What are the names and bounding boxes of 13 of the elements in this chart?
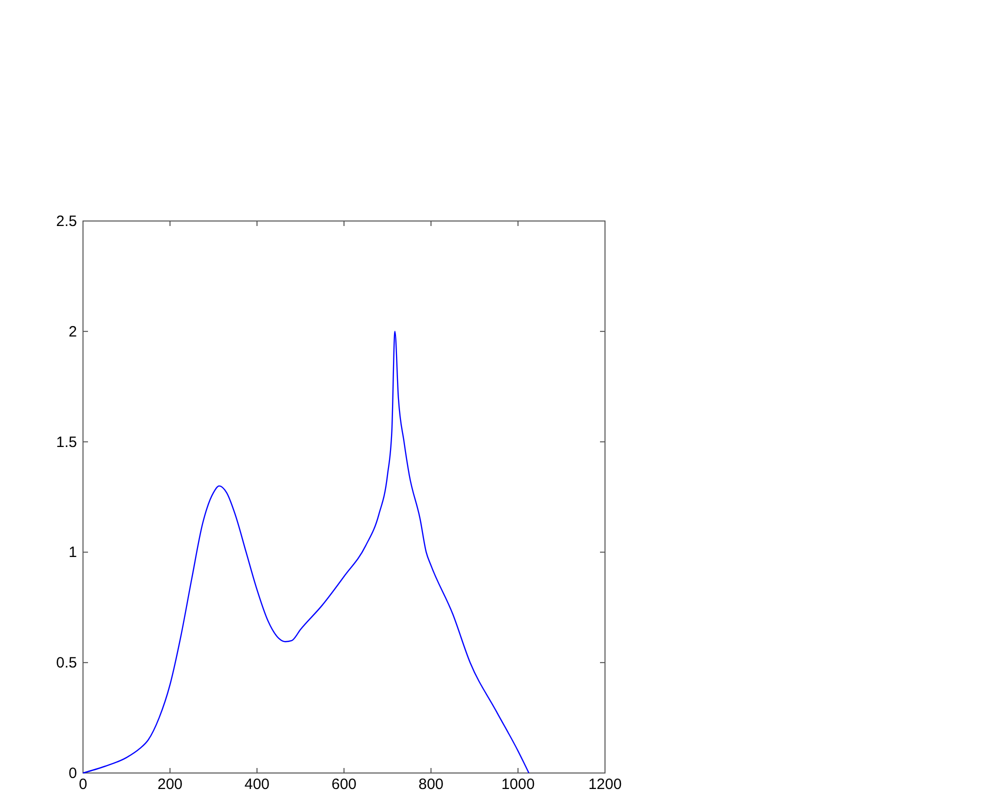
x-tick-label: 600 [331, 776, 357, 793]
x-tick-label: 1200 [588, 776, 622, 793]
x-tick-label: 400 [244, 776, 270, 793]
y-tick-label: 1.5 [56, 434, 77, 451]
x-tick-label: 1000 [501, 776, 535, 793]
line-series [82, 330, 530, 774]
x-tick-label: 800 [418, 776, 444, 793]
y-tick-label: 0.5 [56, 654, 77, 672]
y-tick-label: 2.5 [56, 213, 77, 230]
x-tick-label: 200 [157, 776, 183, 793]
y-tick-label: 2 [68, 323, 77, 340]
y-tick-label: 1 [68, 544, 77, 562]
y-tick-label: 0 [68, 765, 77, 782]
